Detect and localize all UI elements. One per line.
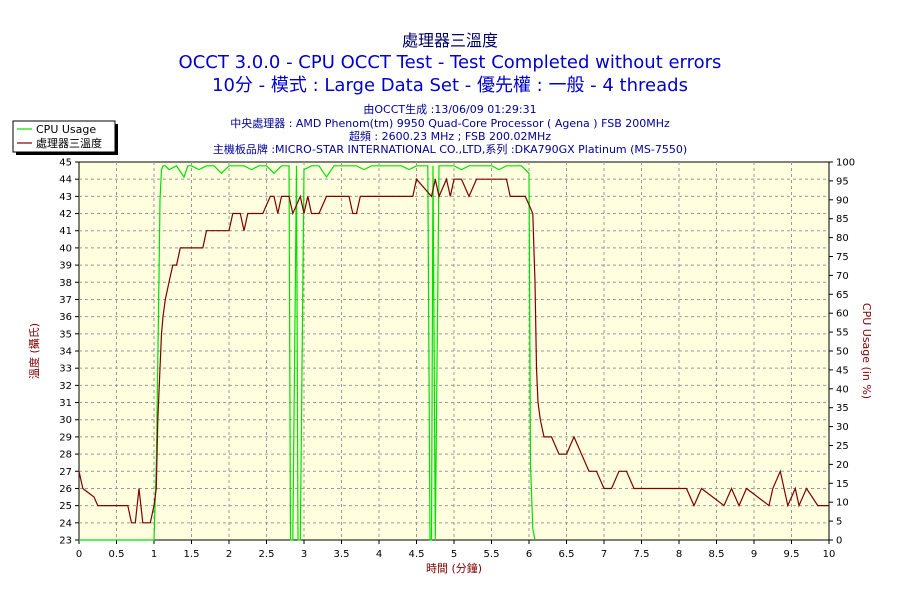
legend-label-temperature: 處理器三溫度 [36, 136, 102, 150]
y-left-tick-label: 38 [59, 278, 72, 289]
y-left-tick-label: 33 [59, 364, 72, 375]
y-left-tick-label: 27 [59, 467, 72, 478]
series-layer [78, 165, 829, 541]
y-right-tick-label: 40 [836, 384, 849, 395]
x-tick-label: 0.5 [109, 549, 125, 560]
y-right-tick-label: 0 [836, 536, 842, 547]
info-generated: 由OCCT生成 :13/06/09 01:29:31 [363, 102, 536, 116]
x-tick-label: 4 [376, 549, 382, 560]
y-right-tick-label: 95 [836, 176, 849, 187]
y-right-tick-label: 85 [836, 214, 849, 225]
y-right-tick-label: 70 [836, 271, 849, 282]
y-right-tick-label: 10 [836, 498, 849, 509]
y-left-tick-label: 36 [59, 312, 72, 323]
x-tick-label: 2.5 [259, 549, 275, 560]
x-tick-label: 10 [823, 549, 836, 560]
x-tick-label: 6 [526, 549, 532, 560]
y-left-tick-label: 44 [59, 175, 72, 186]
y-axis-right-label: CPU Usage (in %) [860, 303, 873, 399]
y-left-tick-label: 43 [59, 192, 72, 203]
chart-title-line2: OCCT 3.0.0 - CPU OCCT Test - Test Comple… [179, 52, 722, 73]
x-tick-label: 6.5 [559, 549, 575, 560]
y-right-tick-label: 30 [836, 422, 849, 433]
y-right-tick-label: 90 [836, 195, 849, 206]
y-left-tick-label: 39 [59, 261, 72, 272]
x-tick-label: 0 [76, 549, 82, 560]
y-right-tick-label: 55 [836, 328, 849, 339]
y-right-tick-label: 25 [836, 441, 849, 452]
y-left-tick-label: 24 [59, 518, 72, 529]
x-tick-label: 3 [301, 549, 307, 560]
x-tick-label: 1.5 [184, 549, 200, 560]
y-left-tick-label: 32 [59, 381, 72, 392]
legend: CPU Usage 處理器三溫度 [12, 120, 118, 155]
x-tick-label: 7 [601, 549, 607, 560]
y-left-tick-label: 25 [59, 501, 72, 512]
x-tick-label: 4.5 [409, 549, 425, 560]
y-left-tick-label: 26 [59, 484, 72, 495]
y-right-tick-label: 75 [836, 252, 849, 263]
info-cpu: 中央處理器 : AMD Phenom(tm) 9950 Quad-Core Pr… [230, 116, 670, 130]
grid [79, 162, 829, 540]
legend-box [12, 120, 116, 153]
y-right-tick-label: 15 [836, 479, 849, 490]
chart-title-line1: 處理器三溫度 [402, 31, 498, 50]
legend-label-cpu-usage: CPU Usage [36, 123, 96, 136]
y-right-tick-label: 100 [836, 158, 855, 169]
x-tick-label: 9.5 [784, 549, 800, 560]
y-left-tick-label: 41 [59, 226, 72, 237]
x-axis-ticks: 0 0.5 1 1.5 2 2.5 3 3.5 4 4.5 5 5.5 6 6.5 7 7.5 8 8.5 9 9.5… [76, 540, 836, 560]
y-right-tick-label: 35 [836, 403, 849, 414]
info-board: 主機板品牌 :MICRO-STAR INTERNATIONAL CO.,LTD,… [213, 142, 687, 156]
x-tick-label: 9 [751, 549, 757, 560]
series-line-temperature [78, 177, 829, 524]
x-tick-label: 2 [226, 549, 232, 560]
x-tick-label: 5 [451, 549, 457, 560]
info-clock: 超頻 : 2600.23 MHz ; FSB 200.02MHz [349, 129, 551, 143]
x-tick-label: 7.5 [634, 549, 650, 560]
y-right-tick-label: 50 [836, 347, 849, 358]
series-line-cpu-usage [79, 165, 536, 541]
y-left-tick-label: 45 [59, 158, 72, 169]
y-left-tick-label: 29 [59, 432, 72, 443]
y-left-tick-label: 31 [59, 398, 72, 409]
y-axis-right-ticks: 0 5 10 15 20 25 30 35 40 45 50 55 60 65 70 75 80 85 90 95 10… [829, 158, 855, 547]
y-right-tick-label: 80 [836, 233, 849, 244]
y-right-tick-label: 60 [836, 309, 849, 320]
y-left-tick-label: 34 [59, 347, 72, 358]
y-left-tick-label: 23 [59, 536, 72, 547]
y-right-tick-label: 65 [836, 290, 849, 301]
y-right-tick-label: 5 [836, 517, 842, 528]
x-tick-label: 5.5 [484, 549, 500, 560]
y-right-tick-label: 20 [836, 460, 849, 471]
y-right-tick-label: 45 [836, 365, 849, 376]
x-tick-label: 8 [676, 549, 682, 560]
y-axis-left-label: 溫度 (攝氏) [27, 323, 41, 379]
x-tick-label: 3.5 [334, 549, 350, 560]
x-axis-label: 時間 (分鐘) [426, 561, 482, 575]
y-left-tick-label: 37 [59, 295, 72, 306]
x-tick-label: 1 [151, 549, 157, 560]
y-left-tick-label: 42 [59, 209, 72, 220]
y-left-tick-label: 28 [59, 450, 72, 461]
chart-title-line3: 10分 - 模式 : Large Data Set - 優先權 : 一般 - 4… [212, 75, 688, 96]
y-left-tick-label: 30 [59, 415, 72, 426]
y-left-tick-label: 40 [59, 243, 72, 254]
x-tick-label: 8.5 [709, 549, 725, 560]
y-axis-left-ticks: 23 24 25 26 27 28 29 30 31 32 33 34 35 36 37 38 39 40 41 42… [59, 158, 79, 547]
y-left-tick-label: 35 [59, 329, 72, 340]
